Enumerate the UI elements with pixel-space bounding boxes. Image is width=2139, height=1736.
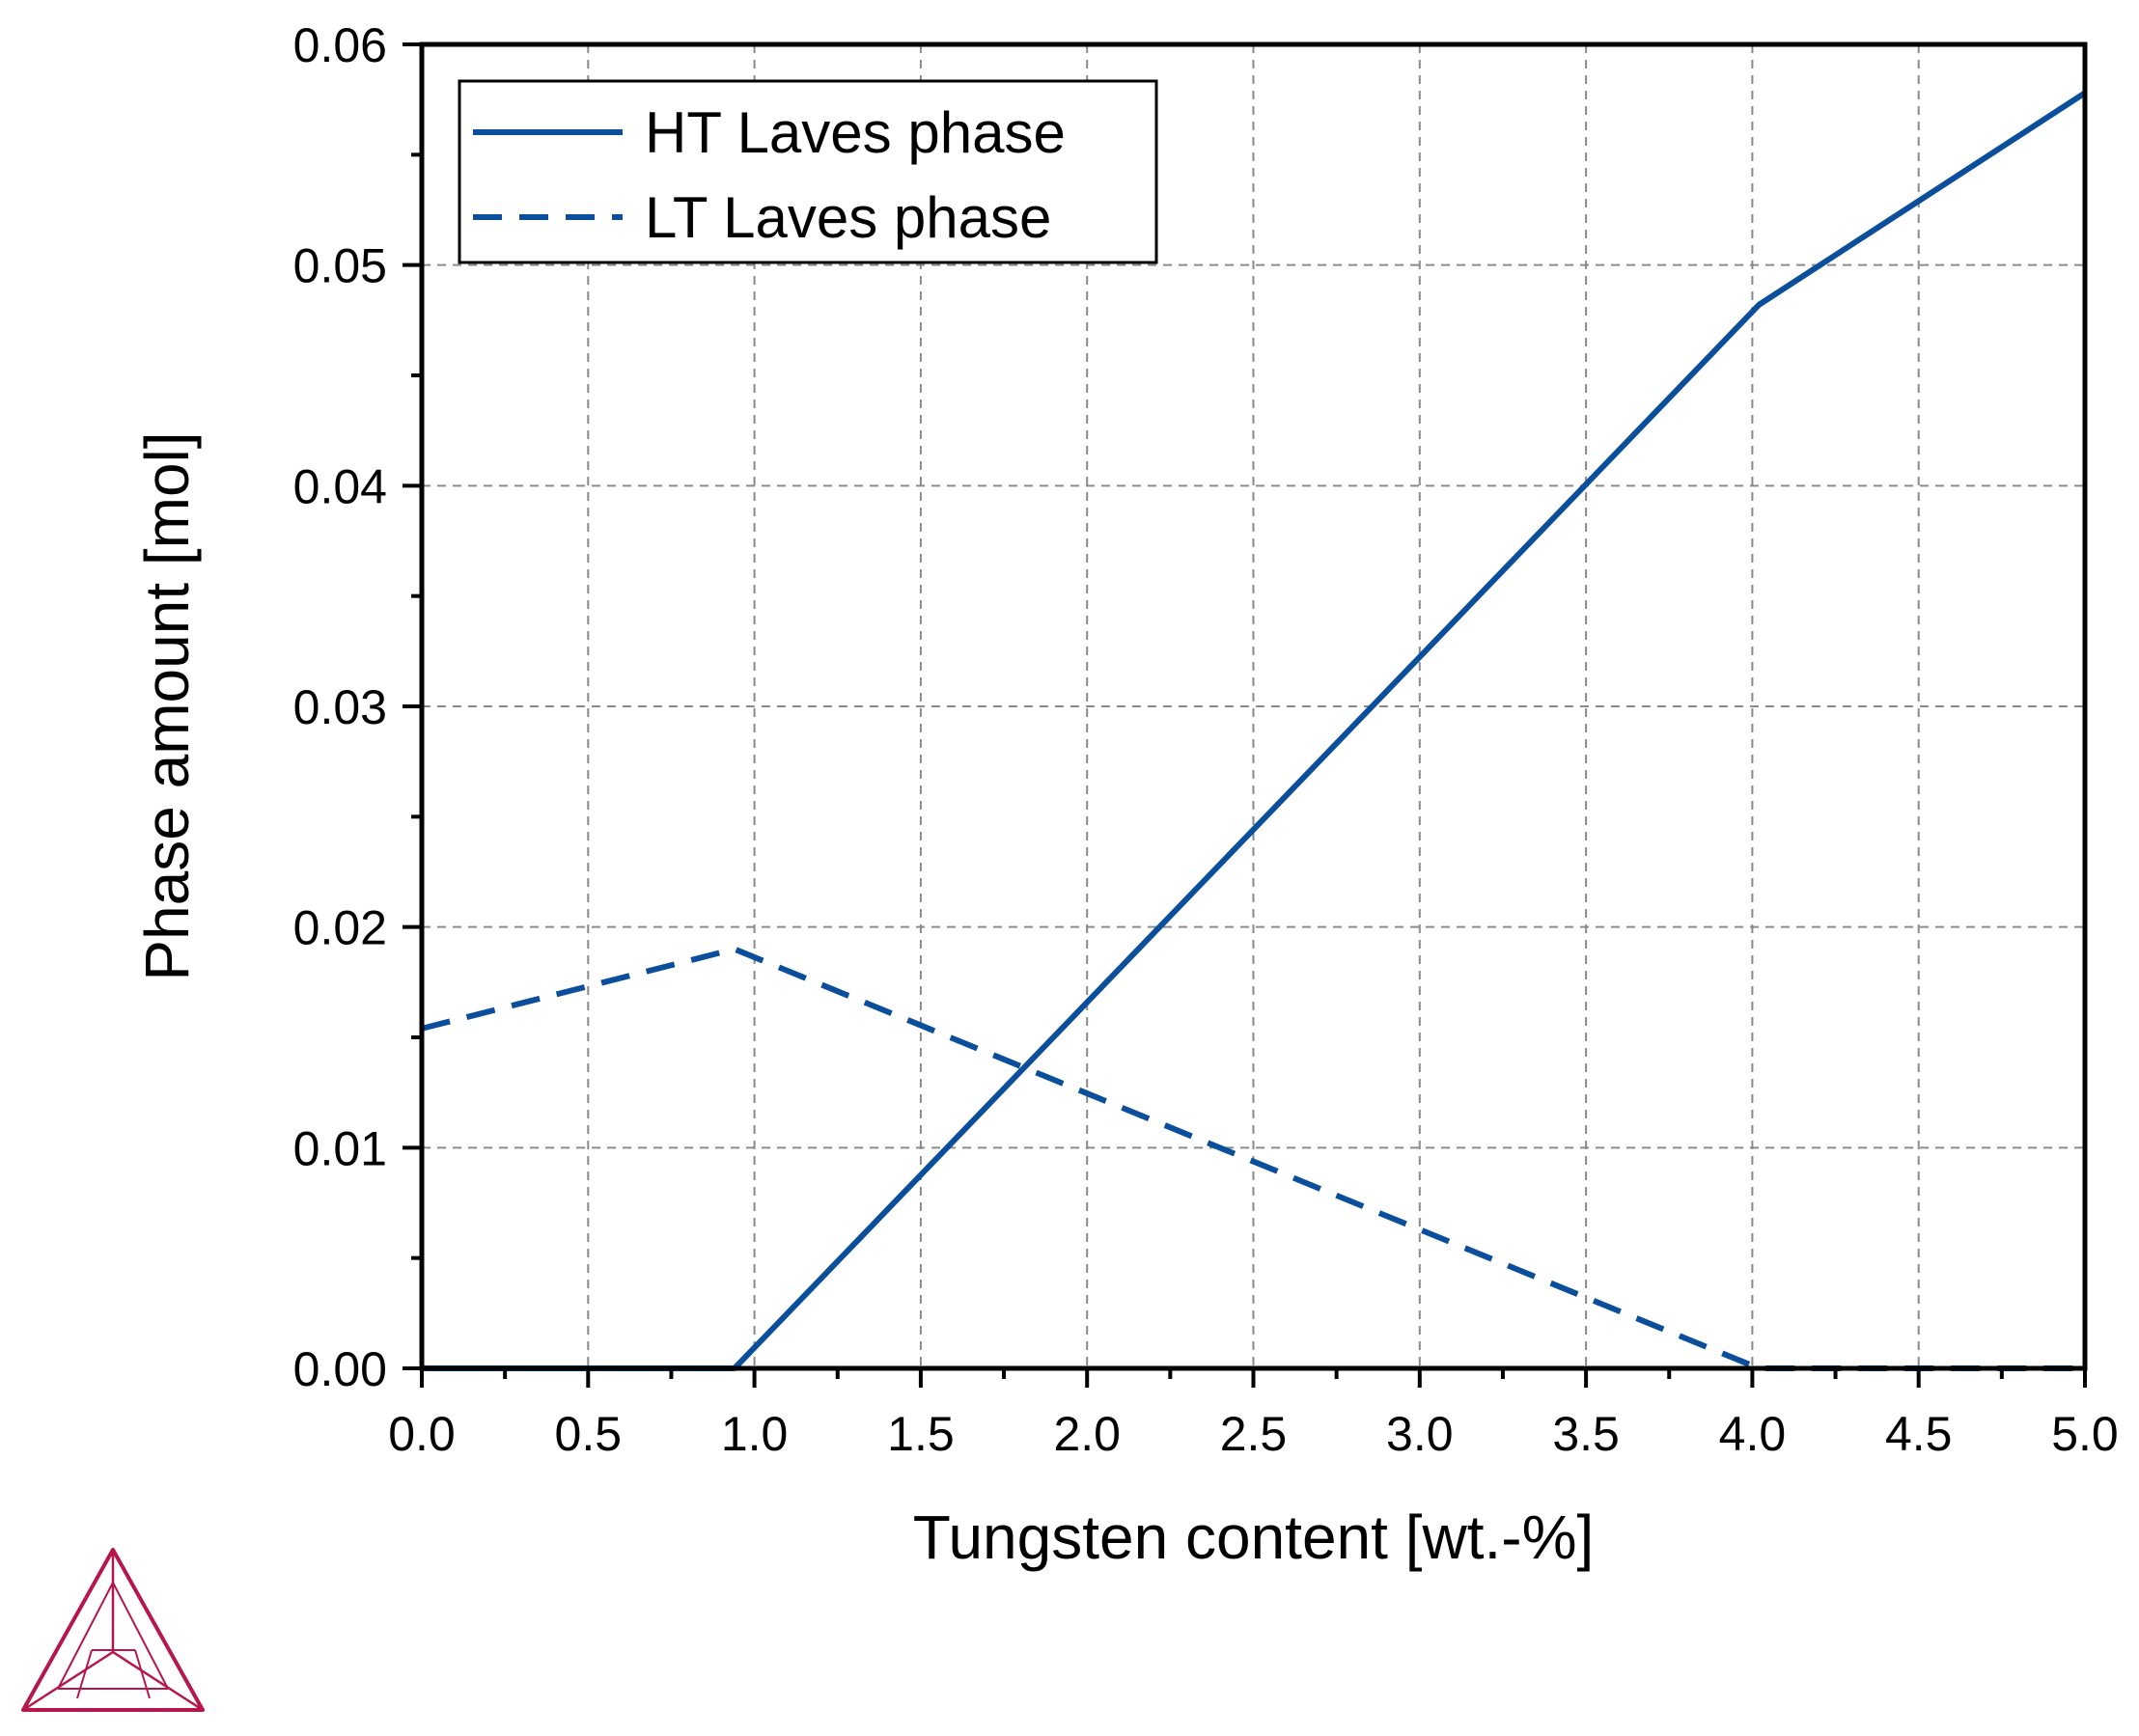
x-tick-label: 1.0 — [721, 1407, 789, 1461]
y-tick-label: 0.02 — [293, 901, 387, 955]
ticks: 0.0 0.5 1.0 1.5 2.0 2.5 3.0 3.5 4.0 4.5 5.0 0.00 0.0… — [293, 18, 2119, 1461]
x-tick-label: 3.5 — [1552, 1407, 1620, 1461]
legend-label-ht-laves: HT Laves phase — [645, 100, 1066, 165]
y-tick-label: 0.06 — [293, 18, 387, 72]
y-tick-label: 0.01 — [293, 1121, 387, 1175]
grid — [422, 44, 2085, 1368]
y-axis-title: Phase amount [mol] — [132, 431, 202, 980]
y-tick-label: 0.05 — [293, 239, 387, 293]
x-tick-label: 4.0 — [1719, 1407, 1787, 1461]
legend-label-lt-laves: LT Laves phase — [645, 185, 1051, 250]
series-line-lt-laves — [421, 946, 2085, 1371]
x-tick-label: 3.0 — [1386, 1407, 1454, 1461]
x-axis-title: Tungsten content [wt.-%] — [913, 1502, 1595, 1572]
legend-box — [458, 79, 1158, 264]
x-tick-label: 2.5 — [1220, 1407, 1288, 1461]
x-tick-label: 0.0 — [388, 1407, 456, 1461]
x-tick-label: 0.5 — [555, 1407, 623, 1461]
x-tick-label: 4.5 — [1885, 1407, 1953, 1461]
y-tick-label: 0.04 — [293, 459, 387, 513]
x-tick-label: 2.0 — [1053, 1407, 1121, 1461]
x-tick-label: 1.5 — [887, 1407, 955, 1461]
thermo-calc-logo-icon — [21, 1548, 205, 1712]
x-tick-label: 5.0 — [2051, 1407, 2119, 1461]
y-tick-label: 0.00 — [293, 1342, 387, 1396]
legend: HT Laves phase LT Laves phase — [458, 79, 1158, 264]
y-tick-label: 0.03 — [293, 680, 387, 734]
